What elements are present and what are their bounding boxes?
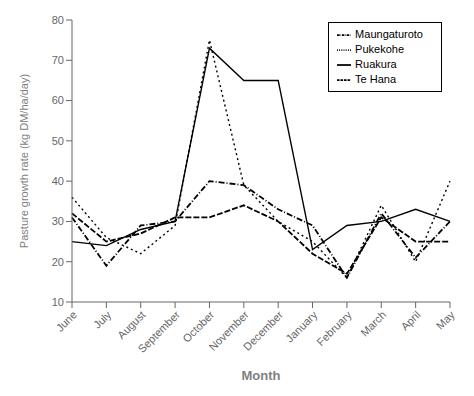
svg-text:January: January	[283, 308, 320, 345]
svg-text:April: April	[399, 308, 423, 332]
svg-text:30: 30	[52, 215, 64, 227]
svg-text:10: 10	[52, 296, 64, 308]
html-text:Te Hana: Te Hana	[355, 73, 397, 86]
svg-text:80: 80	[52, 14, 64, 26]
svg-text:August: August	[115, 308, 148, 341]
svg-text:May: May	[434, 308, 458, 332]
html-text:Maungaturoto: Maungaturoto	[355, 28, 423, 40]
html-text:Pukekohe: Pukekohe	[355, 43, 404, 56]
svg-text:July: July	[91, 308, 114, 331]
svg-text:December: December	[241, 308, 286, 353]
svg-text:Month: Month	[242, 368, 281, 383]
svg-text:February: February	[314, 308, 354, 348]
html-text:Ruakura: Ruakura	[355, 58, 397, 71]
svg-text:40: 40	[52, 175, 64, 187]
svg-text:March: March	[358, 308, 388, 338]
svg-text:50: 50	[52, 135, 64, 147]
svg-text:20: 20	[52, 256, 64, 268]
svg-text:October: October	[180, 308, 217, 345]
svg-text:September: September	[135, 308, 182, 355]
svg-text:November: November	[206, 308, 251, 353]
svg-text:60: 60	[52, 94, 64, 106]
svg-text:June: June	[54, 308, 79, 333]
svg-text:70: 70	[52, 54, 64, 66]
svg-text:Pasture growth rate (kg DM/ha/: Pasture growth rate (kg DM/ha/day)	[18, 74, 30, 248]
